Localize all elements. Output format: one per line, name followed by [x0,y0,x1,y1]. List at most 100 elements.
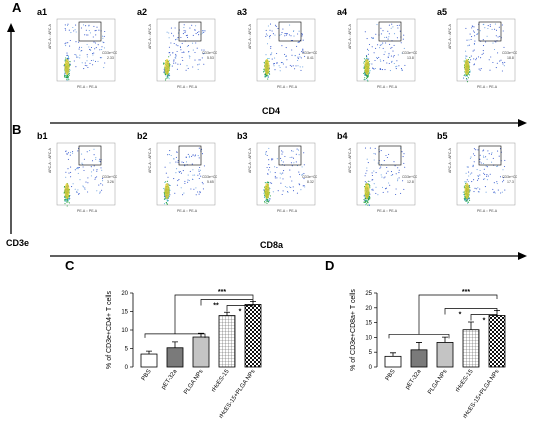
error-bar [468,321,474,330]
flow-plot-label: b2 [137,131,148,141]
gate-name-text: CD3e+CD4+ [102,51,117,55]
flow-x-axis-label: PE-A :: PE-A [77,209,98,213]
gate-name-text: CD3e+CD4+ [502,51,517,55]
flow-plot-label: b4 [337,131,348,141]
error-bar [146,350,152,355]
significance-label: * [239,309,242,316]
cd3e-axis-label: CD3e [6,238,30,248]
flow-scatter-plot: CD3e+CD8+12.8PE-A :: PE-A APC-A :: APC-A [348,142,417,213]
flow-y-axis-label: APC-A :: APC-A [48,147,52,173]
gate-name-text: CD3e+CD8+ [502,175,517,179]
panel-letter-a: A [12,0,22,15]
y-tick-label: 10 [121,328,128,334]
error-bar [172,341,178,348]
gate-percent-text: 8.41 [307,56,314,60]
bar [488,315,506,368]
y-tick-label: 10 [365,335,372,341]
flow-x-axis-label: PE-A :: PE-A [277,85,298,89]
flow-y-axis-label: APC-A :: APC-A [248,23,252,49]
flow-y-axis-label: APC-A :: APC-A [448,23,452,49]
cd4-axis-label: CD4 [262,106,281,116]
gate-name-text: CD3e+CD4+ [302,51,317,55]
flow-y-axis-label: APC-A :: APC-A [348,23,352,49]
y-tick-label: 0 [125,365,129,371]
panel-letter-c: C [65,258,75,273]
error-bar [224,311,230,316]
bar [436,342,454,368]
bar [410,349,428,368]
significance-label: *** [218,289,226,296]
significance-bracket [418,294,498,335]
bar-chart-c: 0 5 10 15 20 % of CD3e+CD4+ T cells PBS pET-32a… [106,289,262,420]
flow-plot-label: a4 [337,7,348,17]
significance-bracket [470,314,498,321]
gate-name-text: CD3e+CD4+ [402,51,417,55]
flow-y-axis-label: APC-A :: APC-A [48,23,52,49]
flow-y-axis-label: APC-A :: APC-A [248,147,252,173]
bar [192,336,210,368]
category-label: pET-32a [161,368,179,391]
bar [462,329,480,368]
gate-percent-text: 3.26 [107,180,114,184]
y-tick-label: 20 [121,291,128,297]
bar [384,355,402,368]
flow-plot-label: b3 [237,131,248,141]
category-label: pET-32a [405,368,423,391]
bar [244,304,262,368]
error-bar [390,352,396,357]
significance-label: *** [462,289,470,296]
gate-percent-text: 12.8 [407,180,414,184]
significance-label: ** [213,303,219,310]
error-bar [442,336,448,343]
flow-y-axis-label: APC-A :: APC-A [148,23,152,49]
category-label: PBS [141,369,153,382]
significance-bracket [174,294,254,334]
flow-scatter-plot: CD3e+CD8+17.3PE-A :: PE-A APC-A :: APC-A [448,142,517,213]
cd3e-axis-arrow [7,23,15,234]
flow-y-axis-label: APC-A :: APC-A [148,147,152,173]
flow-y-axis-label: APC-A :: APC-A [448,147,452,173]
group-bracket [388,334,450,339]
gate-percent-text: 5.65 [207,180,214,184]
significance-label: * [483,317,486,324]
flow-plot-label: b5 [437,131,448,141]
cd8a-axis-arrow [50,252,527,260]
flow-plot-label: a5 [437,7,448,17]
y-tick-label: 15 [365,321,372,327]
gate-name-text: CD3e+CD8+ [102,175,117,179]
y-tick-label: 15 [121,310,128,316]
significance-bracket [444,308,498,315]
gate-percent-text: 5.53 [207,56,214,60]
flow-x-axis-label: PE-A :: PE-A [177,85,198,89]
panel-letter-d: D [325,258,335,273]
category-label: PLGA NPs [427,369,448,396]
flow-scatter-plot: CD3e+CD4+18.8PE-A :: PE-A APC-A :: APC-A [448,18,517,89]
gate-name-text: CD3e+CD8+ [302,175,317,179]
y-tick-label: 5 [369,350,373,356]
cd4-axis-arrow [50,119,527,127]
gate-name-text: CD3e+CD8+ [402,175,417,179]
y-tick-label: 25 [365,291,372,297]
y-tick-label: 20 [365,306,372,312]
gate-name-text: CD3e+CD8+ [202,175,217,179]
y-tick-label: 0 [369,365,373,371]
category-label: PBS [385,369,397,382]
significance-label: * [459,311,462,318]
gate-percent-text: 13.8 [407,56,414,60]
error-bar [416,342,422,350]
flow-scatter-plot: CD3e+CD4+13.8PE-A :: PE-A APC-A :: APC-A [348,18,417,89]
significance-bracket [200,299,254,306]
flow-x-axis-label: PE-A :: PE-A [377,209,398,213]
category-label: rHcES-15 [211,368,231,393]
gate-percent-text: 17.3 [507,180,514,184]
cd8a-axis-label: CD8a [260,240,284,250]
flow-x-axis-label: PE-A :: PE-A [477,209,498,213]
bar [218,315,236,368]
flow-plot-label: b1 [37,131,48,141]
gate-percent-text: 8.32 [307,180,314,184]
